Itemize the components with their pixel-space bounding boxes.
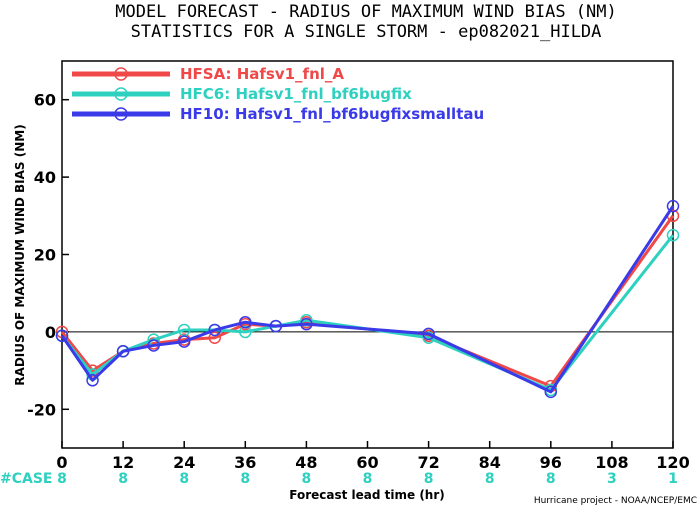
case-count: 8	[179, 471, 189, 487]
x-tick-label: 84	[479, 453, 501, 472]
case-count: 8	[57, 471, 67, 487]
case-count: 8	[240, 471, 250, 487]
legend-entry: HF10: Hafsv1_fnl_bf6bugfixsmalltau	[180, 105, 484, 123]
series-line-0	[60, 214, 675, 388]
x-tick-label: 72	[417, 453, 439, 472]
legend: HFSA: Hafsv1_fnl_A HFC6: Hafsv1_fnl_bf6bu…	[72, 65, 484, 123]
data-point	[300, 317, 313, 331]
data-point	[269, 319, 283, 333]
y-tick-label: 60	[34, 91, 56, 110]
data-point	[116, 345, 130, 358]
x-tick-label: 108	[595, 453, 628, 472]
case-label: #CASE	[0, 471, 53, 487]
series-layer	[55, 199, 680, 399]
data-point	[666, 228, 680, 242]
x-tick-label: 60	[356, 453, 378, 472]
data-point	[208, 323, 221, 337]
legend-entry: HFSA: Hafsv1_fnl_A	[180, 65, 344, 83]
legend-marker	[114, 87, 128, 101]
x-axis-label: Forecast lead time (hr)	[289, 488, 445, 502]
data-point	[147, 339, 160, 352]
x-tick-label: 24	[173, 453, 195, 472]
legend-marker	[114, 107, 128, 121]
chart-subtitle: STATISTICS FOR A SINGLE STORM - ep082021…	[131, 22, 602, 42]
x-tick-label: 0	[56, 453, 67, 472]
data-point	[55, 329, 69, 343]
data-point	[208, 331, 221, 344]
x-tick-label: 48	[295, 453, 317, 472]
x-tick-label: 96	[540, 453, 562, 472]
case-count: 8	[485, 471, 495, 487]
x-tick-label: 12	[112, 453, 134, 472]
credit-text: Hurricane project - NOAA/NCEP/EMC	[534, 496, 697, 506]
data-point	[300, 314, 313, 327]
case-counts: 8 8 8 8 8 8 8 8 8 3 1	[57, 471, 678, 487]
series-line-1	[60, 234, 675, 392]
case-count: 3	[607, 471, 617, 487]
case-count: 8	[546, 471, 556, 487]
axis-ticks: 0 12 24 36 48 60 72 84 96 108 120 -20 0 20 40 60	[27, 91, 690, 472]
case-count: 8	[363, 471, 373, 487]
x-tick-label: 36	[234, 453, 256, 472]
series-line-2	[60, 205, 675, 394]
data-point	[239, 315, 252, 329]
data-point	[239, 325, 252, 339]
y-tick-label: 40	[34, 168, 56, 187]
case-count: 8	[424, 471, 434, 487]
data-point	[177, 335, 191, 348]
legend-marker	[114, 67, 128, 81]
y-tick-label: 20	[34, 246, 56, 265]
chart-title: MODEL FORECAST - RADIUS OF MAXIMUM WIND …	[115, 2, 617, 22]
case-count: 8	[118, 471, 128, 487]
y-tick-label: -20	[27, 400, 56, 419]
y-axis-label: RADIUS OF MAXIMUM WIND BIAS (NM)	[13, 124, 27, 385]
x-tick-label: 120	[656, 453, 689, 472]
legend-entry: HFC6: Hafsv1_fnl_bf6bugfix	[180, 85, 412, 103]
case-count: 8	[302, 471, 312, 487]
data-point	[422, 327, 435, 341]
data-point	[544, 385, 558, 399]
y-tick-label: 0	[45, 323, 56, 342]
data-point	[666, 199, 680, 213]
case-count: 1	[668, 471, 678, 487]
data-point	[86, 374, 99, 387]
